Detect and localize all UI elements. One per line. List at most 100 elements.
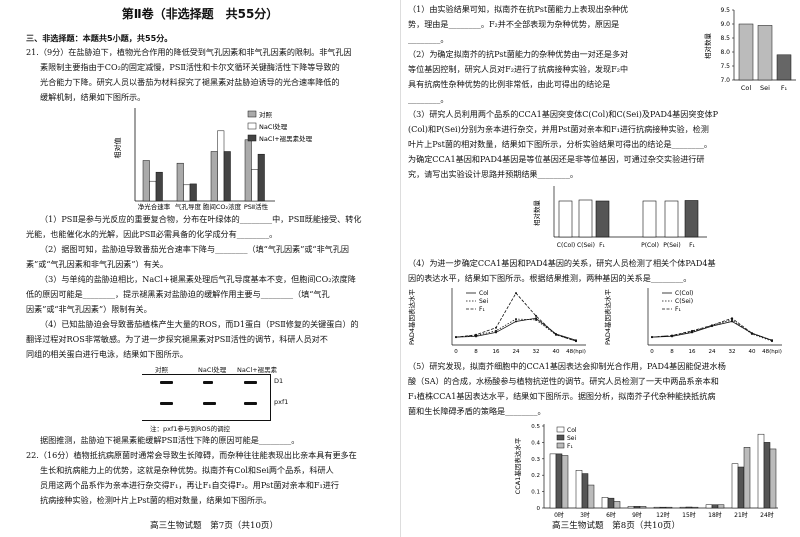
q21-part: 光能，也能催化水的光解，因此PSⅡ必需具备的化学成分有________。 — [26, 229, 278, 239]
gel-band — [203, 402, 216, 405]
category-label: C(Sei) — [577, 242, 595, 249]
right-page: （1）由实验结果可知，拟南芥在抗Pst菌能力上表现出杂种优 势，理由是_____… — [402, 0, 800, 537]
y-axis-label: PAD4基因表达水平 — [603, 288, 612, 345]
q22-line: 22.（16分）植物抵抗病原菌时通常会导致生长障碍，而杂种往往能表现出比亲本具有… — [26, 450, 357, 460]
gel-band — [203, 381, 213, 384]
data-point — [711, 324, 713, 327]
x-tick-label: 16 — [689, 349, 696, 355]
x-ticks: 0时 3时 6时 9时 12时 15时 18时 21时 24时 — [554, 511, 774, 519]
x-tick-label: 32 — [729, 349, 736, 355]
series-line — [651, 321, 773, 341]
y-tick-label: 0.5 — [531, 424, 540, 430]
x-tick-label: 0 — [650, 349, 654, 355]
bar — [757, 433, 765, 509]
bar — [627, 506, 635, 509]
gel-column-label: 对照 — [155, 366, 168, 374]
lines — [455, 292, 577, 343]
legend-label: Col — [479, 290, 489, 297]
bar — [711, 504, 719, 509]
data-point — [731, 320, 733, 323]
data-point — [535, 317, 537, 320]
pad4-line-chart-mutant: PAD4基因表达水平 0 8 16 24 32 40 48(hpi) C(Col) C(Se… — [603, 288, 782, 355]
bar — [613, 501, 621, 509]
gel-column-label: NaCl+褪黑素 — [237, 366, 278, 374]
x-tick-label: 16 — [493, 349, 500, 355]
data-point — [495, 326, 497, 329]
q21-part: 翻译过程对ROS非常敏感。为了进一步探究褪黑素对PSⅡ活性的调节，科研人员对不 — [26, 334, 328, 344]
left-page: 第Ⅱ卷（非选择题 共55分） 三、非选择题：本题共5小题，共55分。 21.（9… — [26, 7, 361, 531]
legend-label: 对照 — [259, 110, 273, 119]
data-point — [731, 318, 733, 321]
x-ticks: 0 8 16 24 32 40 48(hpi) — [650, 349, 782, 355]
bar — [642, 200, 657, 238]
q22-part2: ________。 — [408, 94, 449, 104]
y-ticks: 0.5 0.4 0.3 0.2 0.1 0 — [531, 424, 544, 512]
legend-label: Sei — [567, 435, 577, 442]
legend-label: C(Col) — [675, 290, 693, 297]
data-point — [515, 320, 517, 323]
category-label: P(Sei) — [663, 242, 680, 249]
bar — [731, 463, 739, 509]
page-divider — [400, 0, 401, 537]
q22-part2: 等位基因控制，研究人员对F₂进行了抗病接种实验，发现F₂中 — [408, 64, 629, 74]
x-tick-label: 0 — [454, 349, 458, 355]
bar — [558, 200, 573, 238]
bar — [555, 453, 563, 509]
data-point — [671, 334, 673, 337]
bar — [587, 484, 595, 509]
bar — [251, 169, 259, 202]
y-tick-label: 7.5 — [720, 63, 730, 70]
x-tick-label: 48(hpi) — [566, 349, 586, 355]
bar — [717, 504, 725, 509]
data-point — [575, 340, 577, 343]
bar — [149, 180, 157, 202]
x-tick-label: 24 — [709, 349, 716, 355]
data-point — [515, 292, 517, 295]
x-tick-label: 48(hpi) — [762, 349, 782, 355]
gel-note: 注：pxf1参与到ROS的调控 — [150, 425, 231, 433]
gel-column-label: NaCl处理 — [198, 366, 227, 374]
gel-top-line — [142, 374, 270, 375]
bar — [244, 139, 252, 202]
y-axis-label: 相对数量 — [532, 200, 541, 227]
legend-swatch — [556, 426, 565, 433]
q21-part: （3）与单纯的盐胁迫相比，NaCl+褪黑素处理后气孔导度基本不变，但胞间CO₂浓… — [40, 274, 356, 284]
gel-band — [244, 402, 257, 405]
q21-part: 因素”或“非气孔因素”）限制有关。 — [26, 304, 152, 314]
bar — [664, 200, 679, 238]
category-label: PSⅡ活性 — [244, 202, 269, 211]
page-footer: 高三生物试题 第7页（共10页） — [150, 521, 279, 531]
mutant-pst-bar-chart: 相对数量 C(Col) C(Sei) F₁ P(Col) P(Sei) F₁ — [532, 186, 707, 249]
bar — [776, 54, 792, 81]
bar — [581, 473, 589, 509]
q22-part5: 菌和生长障碍矛盾的策略是________。 — [408, 406, 546, 416]
y-axis-label: 相对数量 — [704, 33, 712, 60]
data-point — [455, 336, 457, 339]
y-tick-label: 8.5 — [720, 35, 730, 42]
y-ticks: 9.5 9.0 8.5 8.0 7.5 7.0 — [720, 7, 734, 84]
bar — [155, 171, 163, 202]
category-label: C(Col) — [557, 242, 575, 249]
bars — [738, 23, 792, 81]
data-point — [651, 336, 653, 339]
pst-count-bar-chart: 相对数量 9.5 9.0 8.5 8.0 7.5 7.0 Col Sei F₁ — [704, 7, 796, 92]
bar — [691, 506, 699, 509]
bars — [142, 130, 265, 202]
bar — [210, 151, 218, 202]
data-point — [555, 333, 557, 336]
data-point — [515, 318, 517, 321]
bar — [595, 200, 610, 238]
q21-part: （2）据图可知，盐胁迫导致番茄光合速率下降与________（填“气孔因素”或“… — [40, 244, 349, 254]
legend-swatch — [247, 110, 257, 118]
bar — [679, 506, 687, 509]
x-tick-label: 40 — [553, 349, 560, 355]
gel-bottom-line — [142, 420, 271, 421]
y-tick-label: 0.1 — [531, 490, 540, 496]
bar — [549, 453, 557, 509]
bar — [684, 200, 699, 238]
q22-part3: (Col)和P(Sei)分别为亲本进行杂交，并用Pst菌对亲本和F₁进行抗病接种… — [408, 124, 709, 134]
q21-line: 素限制主要指由于CO₂的固定减慢，PSⅡ活性和卡尔文循环关键酶活性下降等导致的 — [40, 62, 340, 72]
bar — [743, 447, 751, 509]
legend-label: Sei — [479, 298, 489, 305]
q22-part5: 酸（SA）的合成，水杨酸参与植物抗逆性的调节。研究人员检测了一天中两品系亲本和 — [408, 376, 719, 386]
